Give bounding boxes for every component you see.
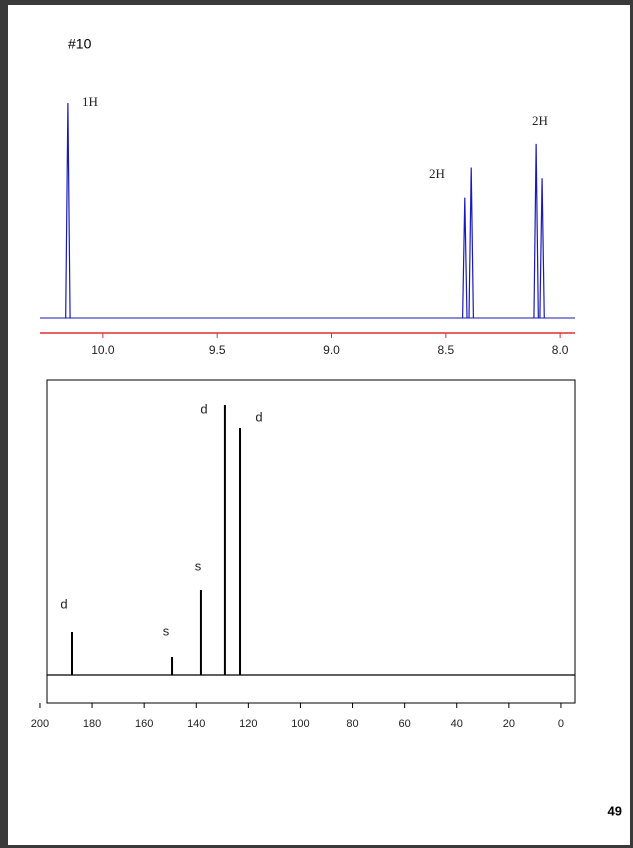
figure-number: #10 [68, 36, 92, 52]
x-tick-label: 9.0 [323, 343, 340, 357]
peak-annotation: d [200, 401, 207, 416]
peak-annotation: 1H [82, 94, 98, 109]
peak-annotation: d [255, 409, 262, 424]
sheet [8, 5, 630, 845]
x-tick-label: 140 [187, 718, 205, 730]
peak [65, 102, 71, 319]
peak-annotation: s [163, 623, 170, 638]
x-tick-label: 9.5 [209, 343, 226, 357]
x-tick-label: 200 [31, 718, 49, 730]
x-tick-label: 60 [399, 718, 411, 730]
x-tick-label: 120 [239, 718, 257, 730]
x-tick-label: 0 [558, 718, 564, 730]
peak-annotation: 2H [532, 113, 548, 128]
plot-frame [46, 379, 576, 704]
x-tick-label: 20 [503, 718, 515, 730]
x-tick-label: 180 [83, 718, 101, 730]
peak [533, 143, 539, 319]
peak-annotation: s [195, 558, 202, 573]
x-tick-label: 100 [291, 718, 309, 730]
peak-annotation: d [60, 596, 67, 611]
x-tick-label: 80 [346, 718, 358, 730]
x-tick-label: 40 [451, 718, 463, 730]
x-tick-label: 8.0 [552, 343, 569, 357]
x-tick-label: 160 [135, 718, 153, 730]
page-number: 49 [608, 803, 622, 818]
peak [468, 167, 475, 319]
peak [539, 178, 545, 319]
x-tick-label: 8.5 [437, 343, 454, 357]
peak-annotation: 2H [429, 166, 445, 181]
peak [461, 197, 468, 319]
x-tick-label: 10.0 [91, 343, 115, 357]
